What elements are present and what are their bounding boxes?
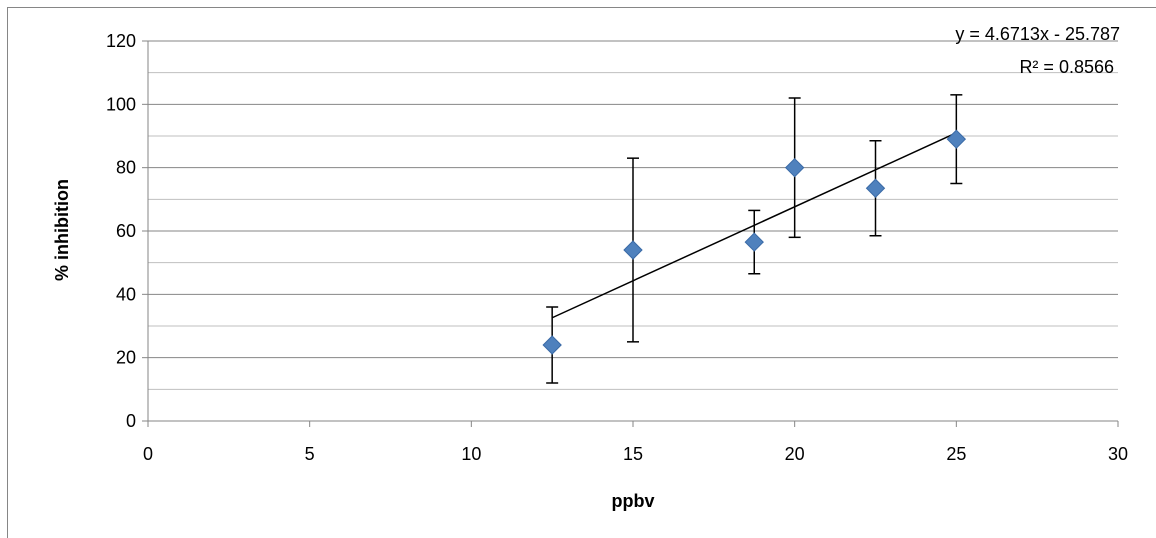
y-tick-label: 20 [116,348,136,368]
trendline-equation: y = 4.6713x - 25.787 [955,24,1120,44]
x-tick-label: 30 [1108,444,1128,464]
trendline-r-squared: R² = 0.8566 [1019,57,1114,77]
x-tick-label: 5 [305,444,315,464]
x-axis-title: ppbv [612,491,655,511]
y-tick-label: 40 [116,284,136,304]
x-tick-label: 15 [623,444,643,464]
axes [142,40,1119,427]
x-tick-label: 20 [785,444,805,464]
x-tick-label: 25 [946,444,966,464]
data-point [542,335,562,355]
y-axis-title: % inhibition [52,179,72,281]
x-tick-label: 0 [143,444,153,464]
x-tick-label: 10 [461,444,481,464]
data-point [784,157,805,178]
y-tick-label: 80 [116,158,136,178]
data-point [865,178,886,198]
data-point [623,240,643,260]
data-point [946,129,967,149]
y-tick-label: 100 [106,94,136,114]
y-tick-label: 60 [116,221,136,241]
data-point [744,232,764,252]
y-tick-label: 0 [126,411,136,431]
chart-border [7,7,1156,538]
data-points [542,129,967,355]
y-tick-label: 120 [106,31,136,51]
tick-labels: 0 20 40 60 80 100 120 0 5 10 15 20 25 30 [106,31,1128,464]
